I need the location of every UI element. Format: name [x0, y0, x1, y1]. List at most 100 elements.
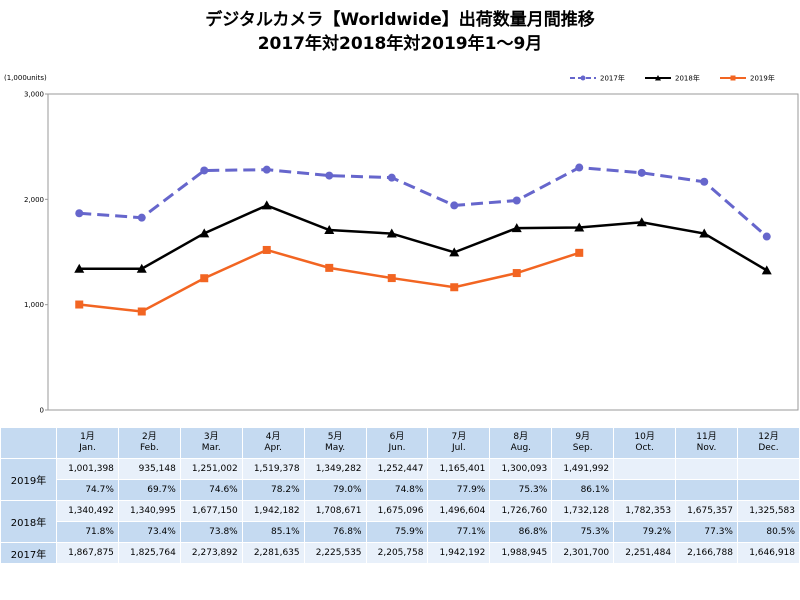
line-chart: (1,000units) 0 1,000 2,000 3,000 2017年 2018年… [4, 74, 799, 415]
data-point [636, 217, 647, 227]
value-cell: 2,273,892 [179, 542, 243, 564]
value-cell: 1,675,096 [365, 500, 429, 522]
value-cell: 1,340,995 [117, 500, 181, 522]
row-label: 2018年 [0, 500, 57, 543]
ratio-cell: 77.3% [675, 521, 738, 543]
data-point [137, 307, 146, 316]
ratio-cell: 75.9% [365, 521, 429, 543]
table-row: 71.8% 73.4% 73.8% 85.1% 76.8% 75.9% 77.1% 86.8%… [1, 521, 800, 543]
ratio-cell: 75.3% [489, 479, 553, 501]
ratio-cell: 73.4% [117, 521, 181, 543]
value-cell: 1,519,378 [241, 458, 305, 480]
month-header: 8月 Aug. [489, 427, 553, 459]
ratio-cell: 77.1% [427, 521, 491, 543]
data-point [137, 213, 146, 222]
data-point [575, 248, 584, 257]
ratio-cell: 79.0% [303, 479, 367, 501]
ratio-cell: 85.1% [241, 521, 305, 543]
month-header: 4月 Apr. [241, 427, 305, 459]
month-header: 1月 Jan. [56, 427, 119, 459]
value-cell: 1,252,447 [365, 458, 429, 480]
data-point [262, 245, 271, 254]
value-cell: 1,732,128 [551, 500, 615, 522]
month-header: 5月 May. [303, 427, 367, 459]
value-cell: 1,300,093 [489, 458, 553, 480]
data-point [261, 200, 272, 210]
value-cell [613, 458, 677, 480]
ratio-cell: 75.3% [551, 521, 615, 543]
series-2019年 [75, 245, 584, 316]
data-point [74, 263, 85, 273]
data-point [75, 209, 84, 218]
y-tick-label: 1,000 [24, 301, 44, 309]
month-header: 6月 Jun. [365, 427, 429, 459]
legend-marker [730, 75, 736, 81]
series-2017年 [75, 163, 771, 241]
plot-area [47, 93, 799, 411]
value-cell: 2,166,788 [675, 542, 738, 564]
table-row: 2019年 1,001,398 935,148 1,251,002 1,519,378 1… [0, 458, 800, 501]
ratio-cell: 74.7% [56, 479, 119, 501]
ratio-cell: 86.8% [489, 521, 553, 543]
value-cell: 1,349,282 [303, 458, 367, 480]
ratio-cell: 73.8% [179, 521, 243, 543]
legend-label: 2019年 [750, 74, 775, 83]
data-point [75, 300, 84, 309]
ratio-cell [736, 479, 800, 501]
data-point [699, 228, 710, 238]
data-point [511, 223, 522, 233]
value-cell: 1,942,192 [427, 542, 491, 564]
data-point [387, 274, 396, 283]
month-header: 12月 Dec. [736, 427, 800, 459]
data-point [761, 265, 772, 275]
series-2018年 [74, 200, 772, 275]
data-point [325, 171, 334, 180]
y-tick-label: 0 [40, 407, 44, 415]
data-table: 1月 Jan. 2月 Feb. 3月 Mar. 4月 Apr. 5月 May. 6月 Jun. 7月 Ju… [0, 427, 800, 564]
value-cell: 2,205,758 [365, 542, 429, 564]
chart-subtitle: 2017年対2018年対2019年1～9月 [257, 34, 543, 54]
data-point [200, 274, 209, 283]
value-cell: 935,148 [117, 458, 181, 480]
value-cell [675, 458, 738, 480]
value-cell: 2,251,484 [613, 542, 677, 564]
data-point [324, 225, 335, 235]
y-tick-label: 2,000 [24, 196, 44, 204]
value-cell: 1,340,492 [56, 500, 119, 522]
y-tick-label: 3,000 [24, 91, 44, 99]
data-point [262, 165, 271, 174]
value-cell: 1,782,353 [613, 500, 677, 522]
value-cell: 1,165,401 [427, 458, 491, 480]
value-cell: 1,867,875 [56, 542, 119, 564]
table-row: 2017年 1,867,875 1,825,764 2,273,892 2,281,63… [0, 542, 800, 564]
value-cell: 1,675,357 [675, 500, 738, 522]
month-header: 2月 Feb. [117, 427, 181, 459]
data-point [325, 263, 334, 272]
table-row: 74.7% 69.7% 74.6% 78.2% 79.0% 74.8% 77.9% 75.3%… [1, 479, 800, 501]
data-point [512, 269, 521, 278]
data-point [574, 222, 585, 232]
month-header: 3月 Mar. [179, 427, 243, 459]
row-label: 2017年 [0, 542, 57, 564]
data-point [200, 166, 209, 175]
value-cell [736, 458, 800, 480]
ratio-cell: 71.8% [56, 521, 119, 543]
value-cell: 1,708,671 [303, 500, 367, 522]
ratio-cell: 69.7% [117, 479, 181, 501]
unit-label: (1,000units) [4, 74, 47, 82]
legend-label: 2018年 [675, 74, 700, 83]
legend-marker [655, 75, 661, 81]
series-line [79, 166, 768, 238]
value-cell: 1,251,002 [179, 458, 243, 480]
data-point [762, 232, 771, 241]
data-point [450, 283, 459, 292]
month-header: 11月 Nov. [675, 427, 738, 459]
ratio-cell: 76.8% [303, 521, 367, 543]
data-point [199, 228, 210, 238]
data-point [387, 173, 396, 182]
value-cell: 1,988,945 [489, 542, 553, 564]
value-cell: 1,496,604 [427, 500, 491, 522]
legend-marker [580, 75, 586, 81]
value-cell: 1,646,918 [736, 542, 800, 564]
value-cell: 1,325,583 [736, 500, 800, 522]
